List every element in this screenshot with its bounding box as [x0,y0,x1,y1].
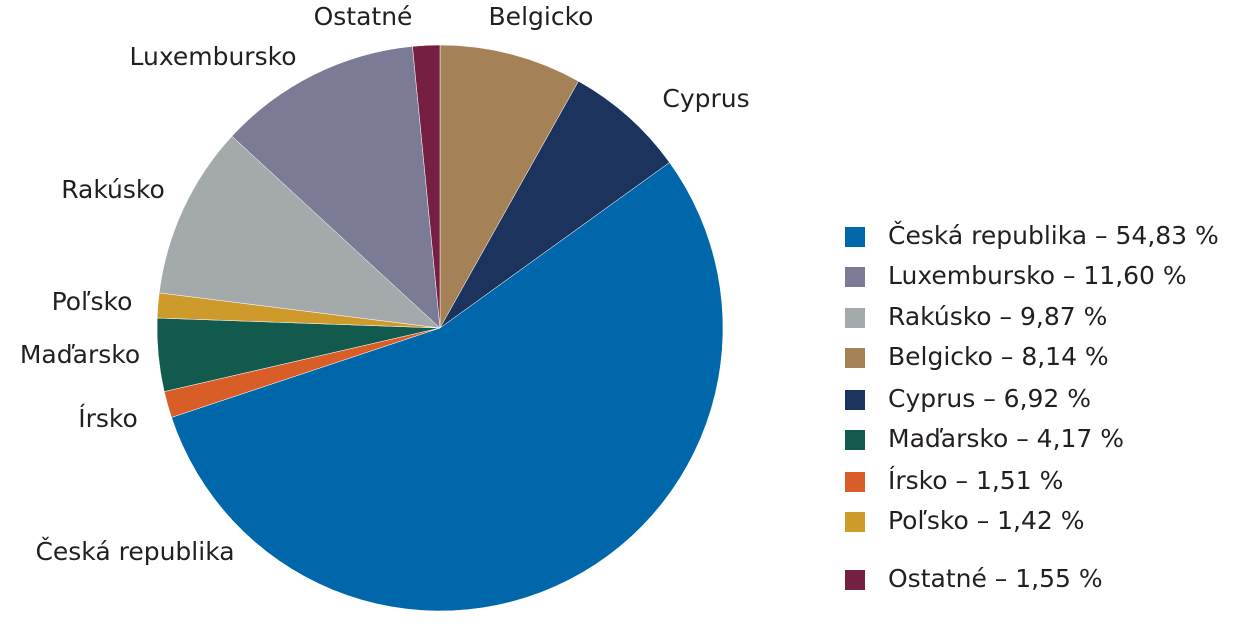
slice-label: Cyprus [662,84,749,113]
pie-slice [439,44,579,329]
pie-slice [158,135,441,329]
legend-label: Cyprus – 6,92 % [888,384,1091,413]
legend-swatch [845,267,865,287]
slice-label: Česká republika [35,536,234,566]
legend-label: Rakúsko – 9,87 % [888,302,1107,331]
legend-label: Belgicko – 8,14 % [888,342,1109,371]
legend-label: Maďarsko – 4,17 % [888,424,1124,453]
pie-slice [171,162,724,612]
pie-slice [439,80,670,329]
legend-label: Írsko – 1,51 % [888,466,1063,495]
legend-swatch [845,430,865,450]
legend-swatch [845,227,865,247]
pie-slice [412,44,441,329]
legend-swatch [845,570,865,590]
slice-label: Maďarsko [20,340,140,369]
slice-label: Írsko [78,404,138,433]
legend-swatch [845,472,865,492]
slice-label: Ostatné [314,2,413,31]
legend-label: Ostatné – 1,55 % [888,564,1103,593]
legend-swatch [845,308,865,328]
pie-slice [231,46,441,329]
legend-label: Luxembursko – 11,60 % [888,261,1187,290]
slice-label: Rakúsko [61,175,165,204]
slice-label: Luxembursko [130,42,297,71]
legend-swatch [845,390,865,410]
legend-swatch [845,512,865,532]
legend-label: Česká republika – 54,83 % [888,220,1219,250]
legend-label: Poľsko – 1,42 % [888,506,1085,535]
legend-swatch [845,348,865,368]
slice-label: Belgicko [489,2,594,31]
slice-label: Poľsko [52,287,133,316]
